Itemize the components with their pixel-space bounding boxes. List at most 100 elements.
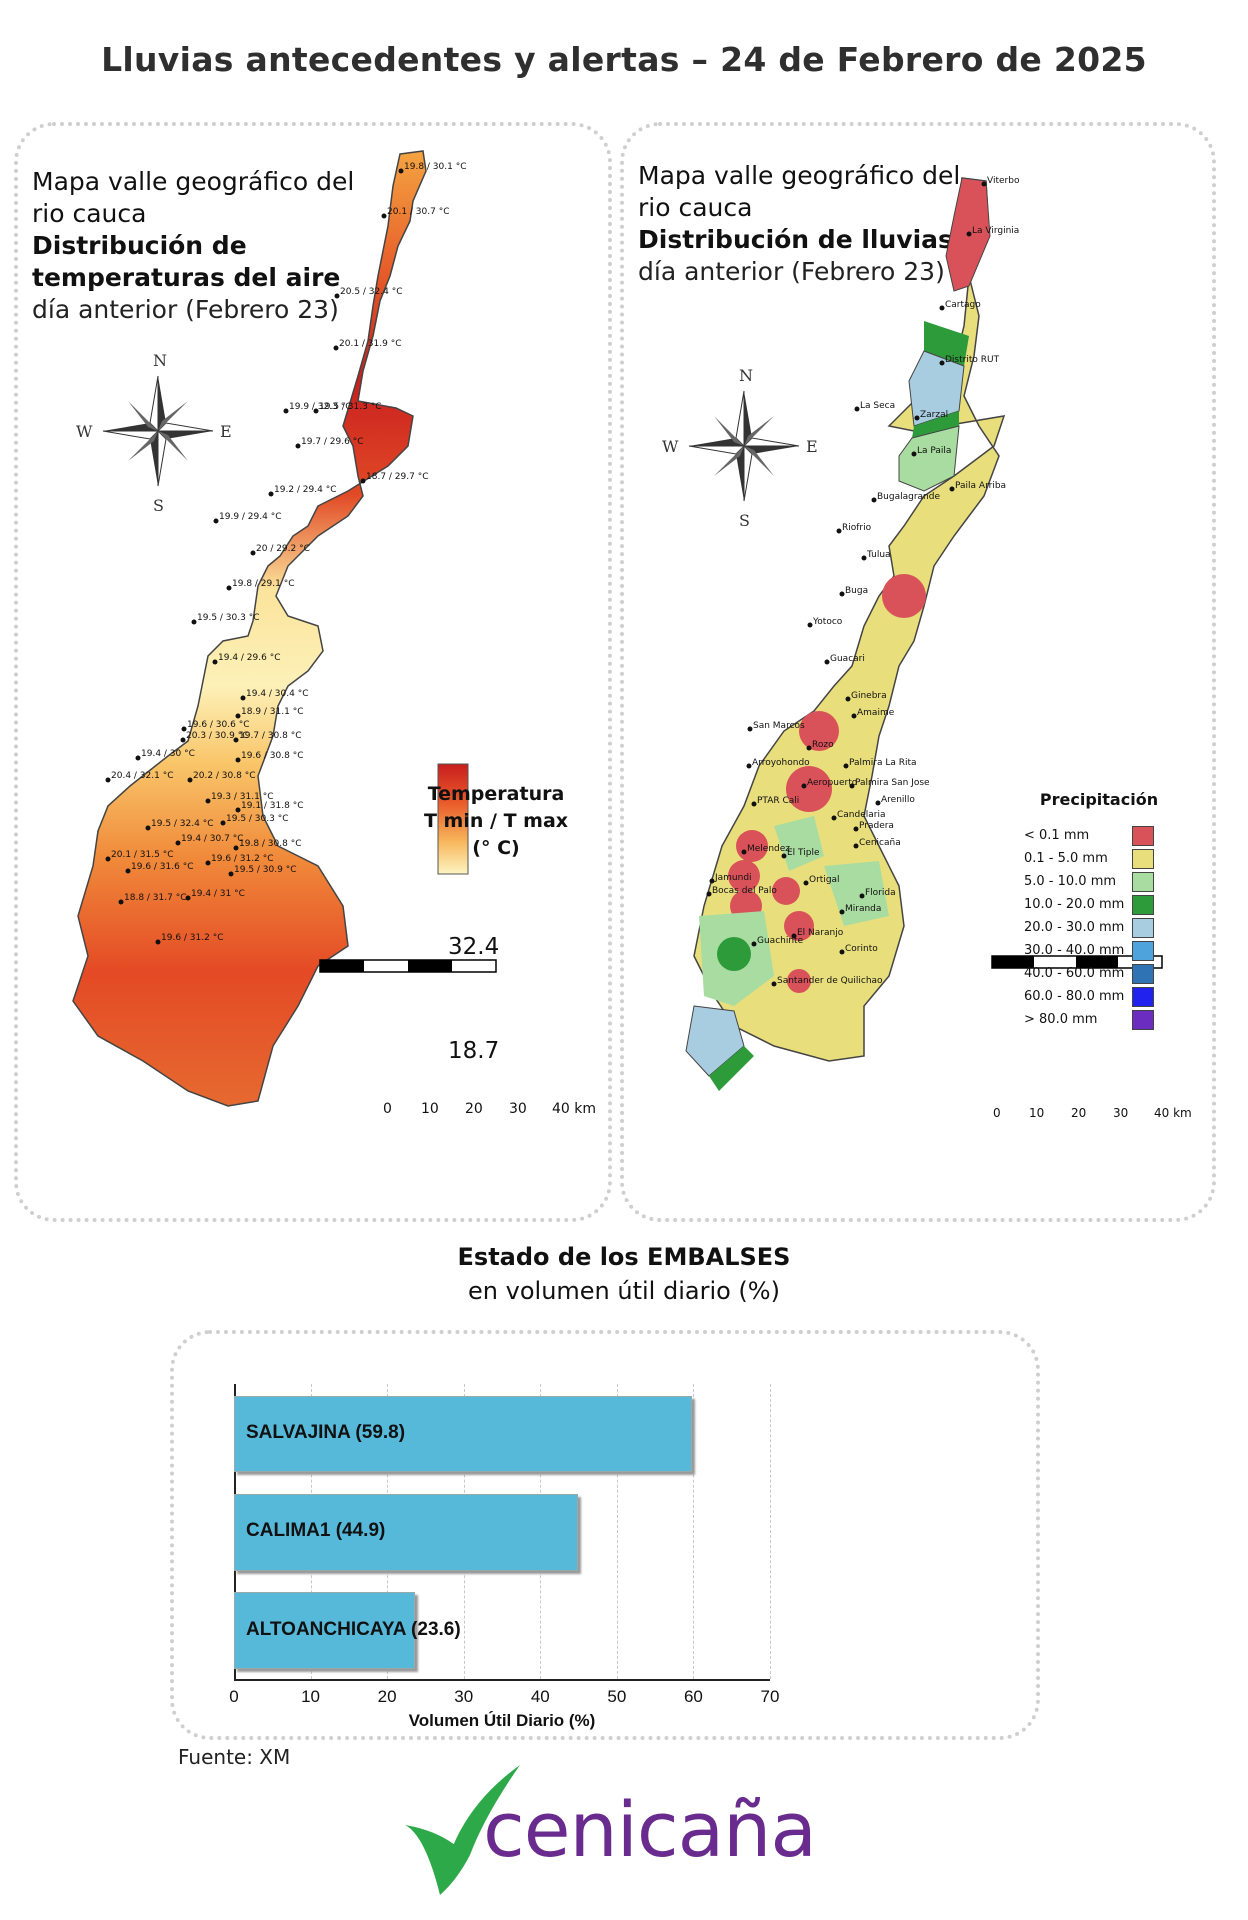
rain-zone-guacari [786, 766, 832, 812]
station-dot [333, 345, 339, 351]
place-dot [853, 843, 859, 849]
rain-scale-30: 30 [1113, 1106, 1129, 1120]
station-dot [105, 856, 111, 862]
place-dot [831, 815, 837, 821]
station-label: 19.2 / 29.4 °C [274, 485, 336, 495]
place-label: La Virginia [972, 226, 1019, 236]
place-dot [861, 555, 867, 561]
precipitation-legend-label: 5.0 - 10.0 mm [1024, 874, 1117, 889]
precipitation-legend-swatch [1132, 987, 1154, 1007]
rain-zone-green-band2 [912, 411, 959, 438]
place-dot [981, 181, 987, 187]
station-dot [205, 860, 211, 866]
rainfall-map-panel: Mapa valle geográfico del rio cauca Dist… [620, 122, 1216, 1222]
page-title: Lluvias antecedentes y alertas – 24 de F… [101, 40, 1147, 79]
rain-zone-buga [799, 711, 839, 751]
rainfall-map: N S E W Viterbo La Virginia Cartago Distrit… [662, 176, 1163, 1091]
place-label: Rozo [812, 740, 834, 750]
place-label: Corinto [845, 944, 878, 954]
rain-scale-bar [991, 955, 1163, 969]
station-label: 19.5 / 32.4 °C [151, 819, 213, 829]
precipitation-legend-label: < 0.1 mm [1024, 828, 1090, 843]
station-label: 19.7 / 29.6 °C [301, 437, 363, 447]
temp-title-line4: temperaturas del aire [32, 263, 341, 292]
station-label: 20 / 29.2 °C [256, 544, 310, 554]
place-label: Riofrio [842, 523, 872, 533]
station-label: 19.6 / 31.6 °C [131, 862, 193, 872]
place-label: Florida [865, 888, 896, 898]
station-dot [313, 408, 319, 414]
place-dot [771, 981, 777, 987]
station-dot [233, 737, 239, 743]
station-label: 19.9 / 29.4 °C [219, 512, 281, 522]
place-label: Bugalagrande [877, 492, 940, 502]
place-label: Pradera [859, 821, 894, 831]
precipitation-legend-swatch [1132, 895, 1154, 915]
place-label: Cenicaña [859, 838, 901, 848]
station-label: 20.1 / 30.7 °C [387, 207, 449, 217]
station-dot [191, 619, 197, 625]
temperature-map-title: Mapa valle geográfico del rio cauca Dist… [32, 166, 412, 326]
place-label: Zarzal [920, 410, 948, 420]
station-label: 19.4 / 30.7 °C [181, 834, 243, 844]
x-tick-label: 0 [229, 1687, 239, 1706]
place-label: Ginebra [851, 691, 887, 701]
compass-rose-icon: N S E W [662, 366, 818, 530]
place-label: Tulua [866, 550, 891, 560]
rain-zone-lightgreen-rozo [774, 816, 824, 871]
station-dot [334, 293, 340, 299]
rain-title-line2: rio cauca [638, 193, 753, 222]
precipitation-legend-swatch [1132, 964, 1154, 984]
place-dot [839, 591, 845, 597]
x-tick-label: 60 [683, 1687, 703, 1706]
rain-title-line3: Distribución de lluvias [638, 225, 953, 254]
place-label: Guachinte [757, 936, 804, 946]
temp-scale-10: 10 [421, 1101, 439, 1117]
place-dot [875, 800, 881, 806]
place-label: Palmira La Rita [849, 758, 917, 768]
station-label: 20.1 / 31.9 °C [339, 339, 401, 349]
temp-legend-line1: Temperatura [427, 783, 565, 805]
place-dot [914, 415, 920, 421]
station-label: 19.5 / 30.9 °C [234, 865, 296, 875]
station-label: 19.5 / 30.3 °C [226, 814, 288, 824]
place-dot [839, 909, 845, 915]
place-dot [871, 497, 877, 503]
place-label: Paila Arriba [955, 481, 1006, 491]
station-dot [185, 895, 191, 901]
rain-title-line4: día anterior (Febrero 23) [638, 257, 945, 286]
place-dot [845, 696, 851, 702]
place-label: El Tiple [787, 848, 820, 858]
temp-scale-40: 40 km [552, 1101, 597, 1117]
temperature-stations: 19.8 / 30.1 °C 20.1 / 30.7 °C 20.5 / 32.4 … [105, 162, 466, 945]
temperature-map: N S E W 19.8 / 30.1 °C 20.1 / 30.7 °C 20.5… [72, 150, 497, 1107]
temp-title-line1: Mapa valle geográfico del [32, 167, 355, 196]
station-label: 20.2 / 30.8 °C [193, 771, 255, 781]
rain-zone-candelaria [784, 911, 814, 941]
valley-temperature-area [72, 150, 427, 1107]
place-dot [807, 622, 813, 628]
station-label: 19.9 / 32.3 °C [289, 402, 351, 412]
place-label: Melendez [747, 844, 790, 854]
station-dot [268, 491, 274, 497]
reservoir-title-line2: en volumen útil diario (%) [468, 1277, 780, 1305]
station-label: 20.5 / 32.4 °C [340, 287, 402, 297]
rain-zone-green-south [709, 1046, 754, 1091]
station-dot [226, 585, 232, 591]
gridline [693, 1384, 695, 1679]
compass-s: S [739, 511, 750, 530]
station-dot [250, 550, 256, 556]
x-tick-label: 40 [530, 1687, 550, 1706]
place-dot [851, 713, 857, 719]
station-label: 19.5 / 31.3 °C [319, 402, 381, 412]
place-label: Palmira San Jose [855, 778, 930, 788]
place-dot [751, 941, 757, 947]
x-tick-label: 20 [377, 1687, 397, 1706]
place-dot [781, 853, 787, 859]
reservoir-chart-panel: 0 10 20 30 40 50 60 70 SALVAJINA (59.8) CALIMA1 (… [170, 1330, 1040, 1740]
station-dot [381, 213, 387, 219]
place-label: Jamundi [714, 873, 752, 883]
precipitation-legend-swatch [1132, 826, 1154, 846]
station-label: 19.8 / 29.1 °C [232, 579, 294, 589]
x-tick-label: 10 [301, 1687, 321, 1706]
